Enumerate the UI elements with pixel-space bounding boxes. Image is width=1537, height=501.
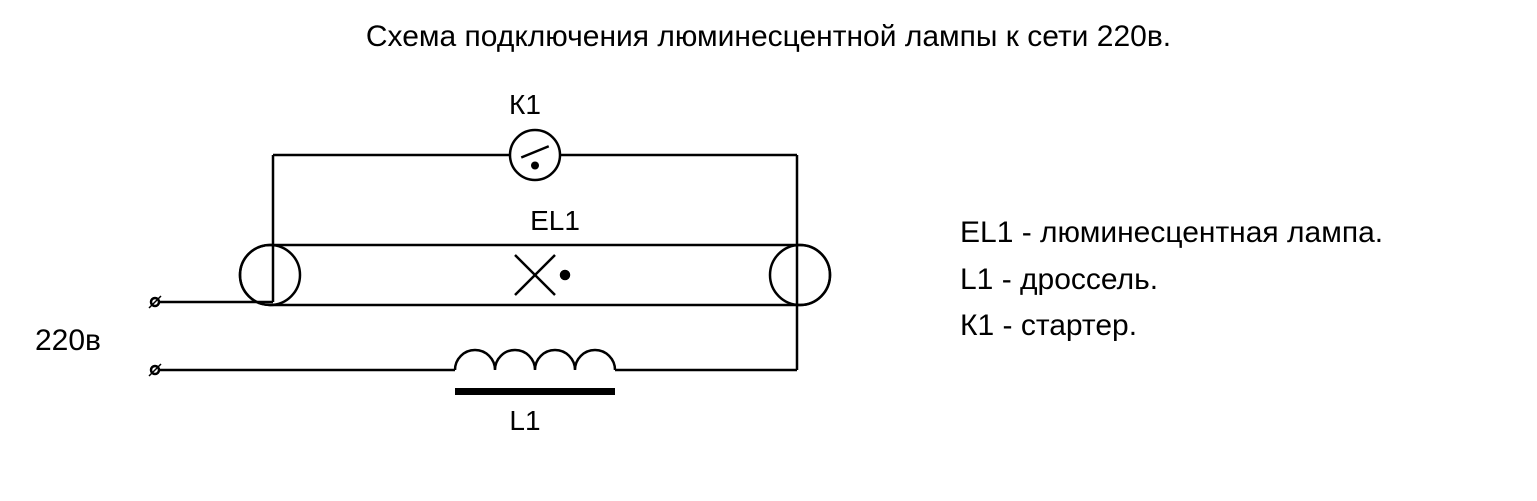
- choke-coil: [455, 350, 615, 370]
- label-l1: L1: [509, 405, 540, 436]
- choke-core: [455, 388, 615, 395]
- label-220v: 220в: [35, 324, 101, 357]
- legend-el1: EL1 - люминесцентная лампа.: [960, 210, 1383, 257]
- schematic-svg: К1 EL1 L1 220в: [25, 70, 925, 490]
- lamp-dot: [561, 271, 569, 279]
- legend-block: EL1 - люминесцентная лампа. L1 - дроссел…: [960, 210, 1383, 350]
- label-k1: К1: [509, 89, 541, 120]
- legend-k1: К1 - стартер.: [960, 303, 1383, 350]
- legend-l1: L1 - дроссель.: [960, 257, 1383, 304]
- label-el1: EL1: [530, 205, 580, 236]
- starter-body: [510, 130, 560, 180]
- page-title: Схема подключения люминесцентной лампы к…: [0, 20, 1537, 54]
